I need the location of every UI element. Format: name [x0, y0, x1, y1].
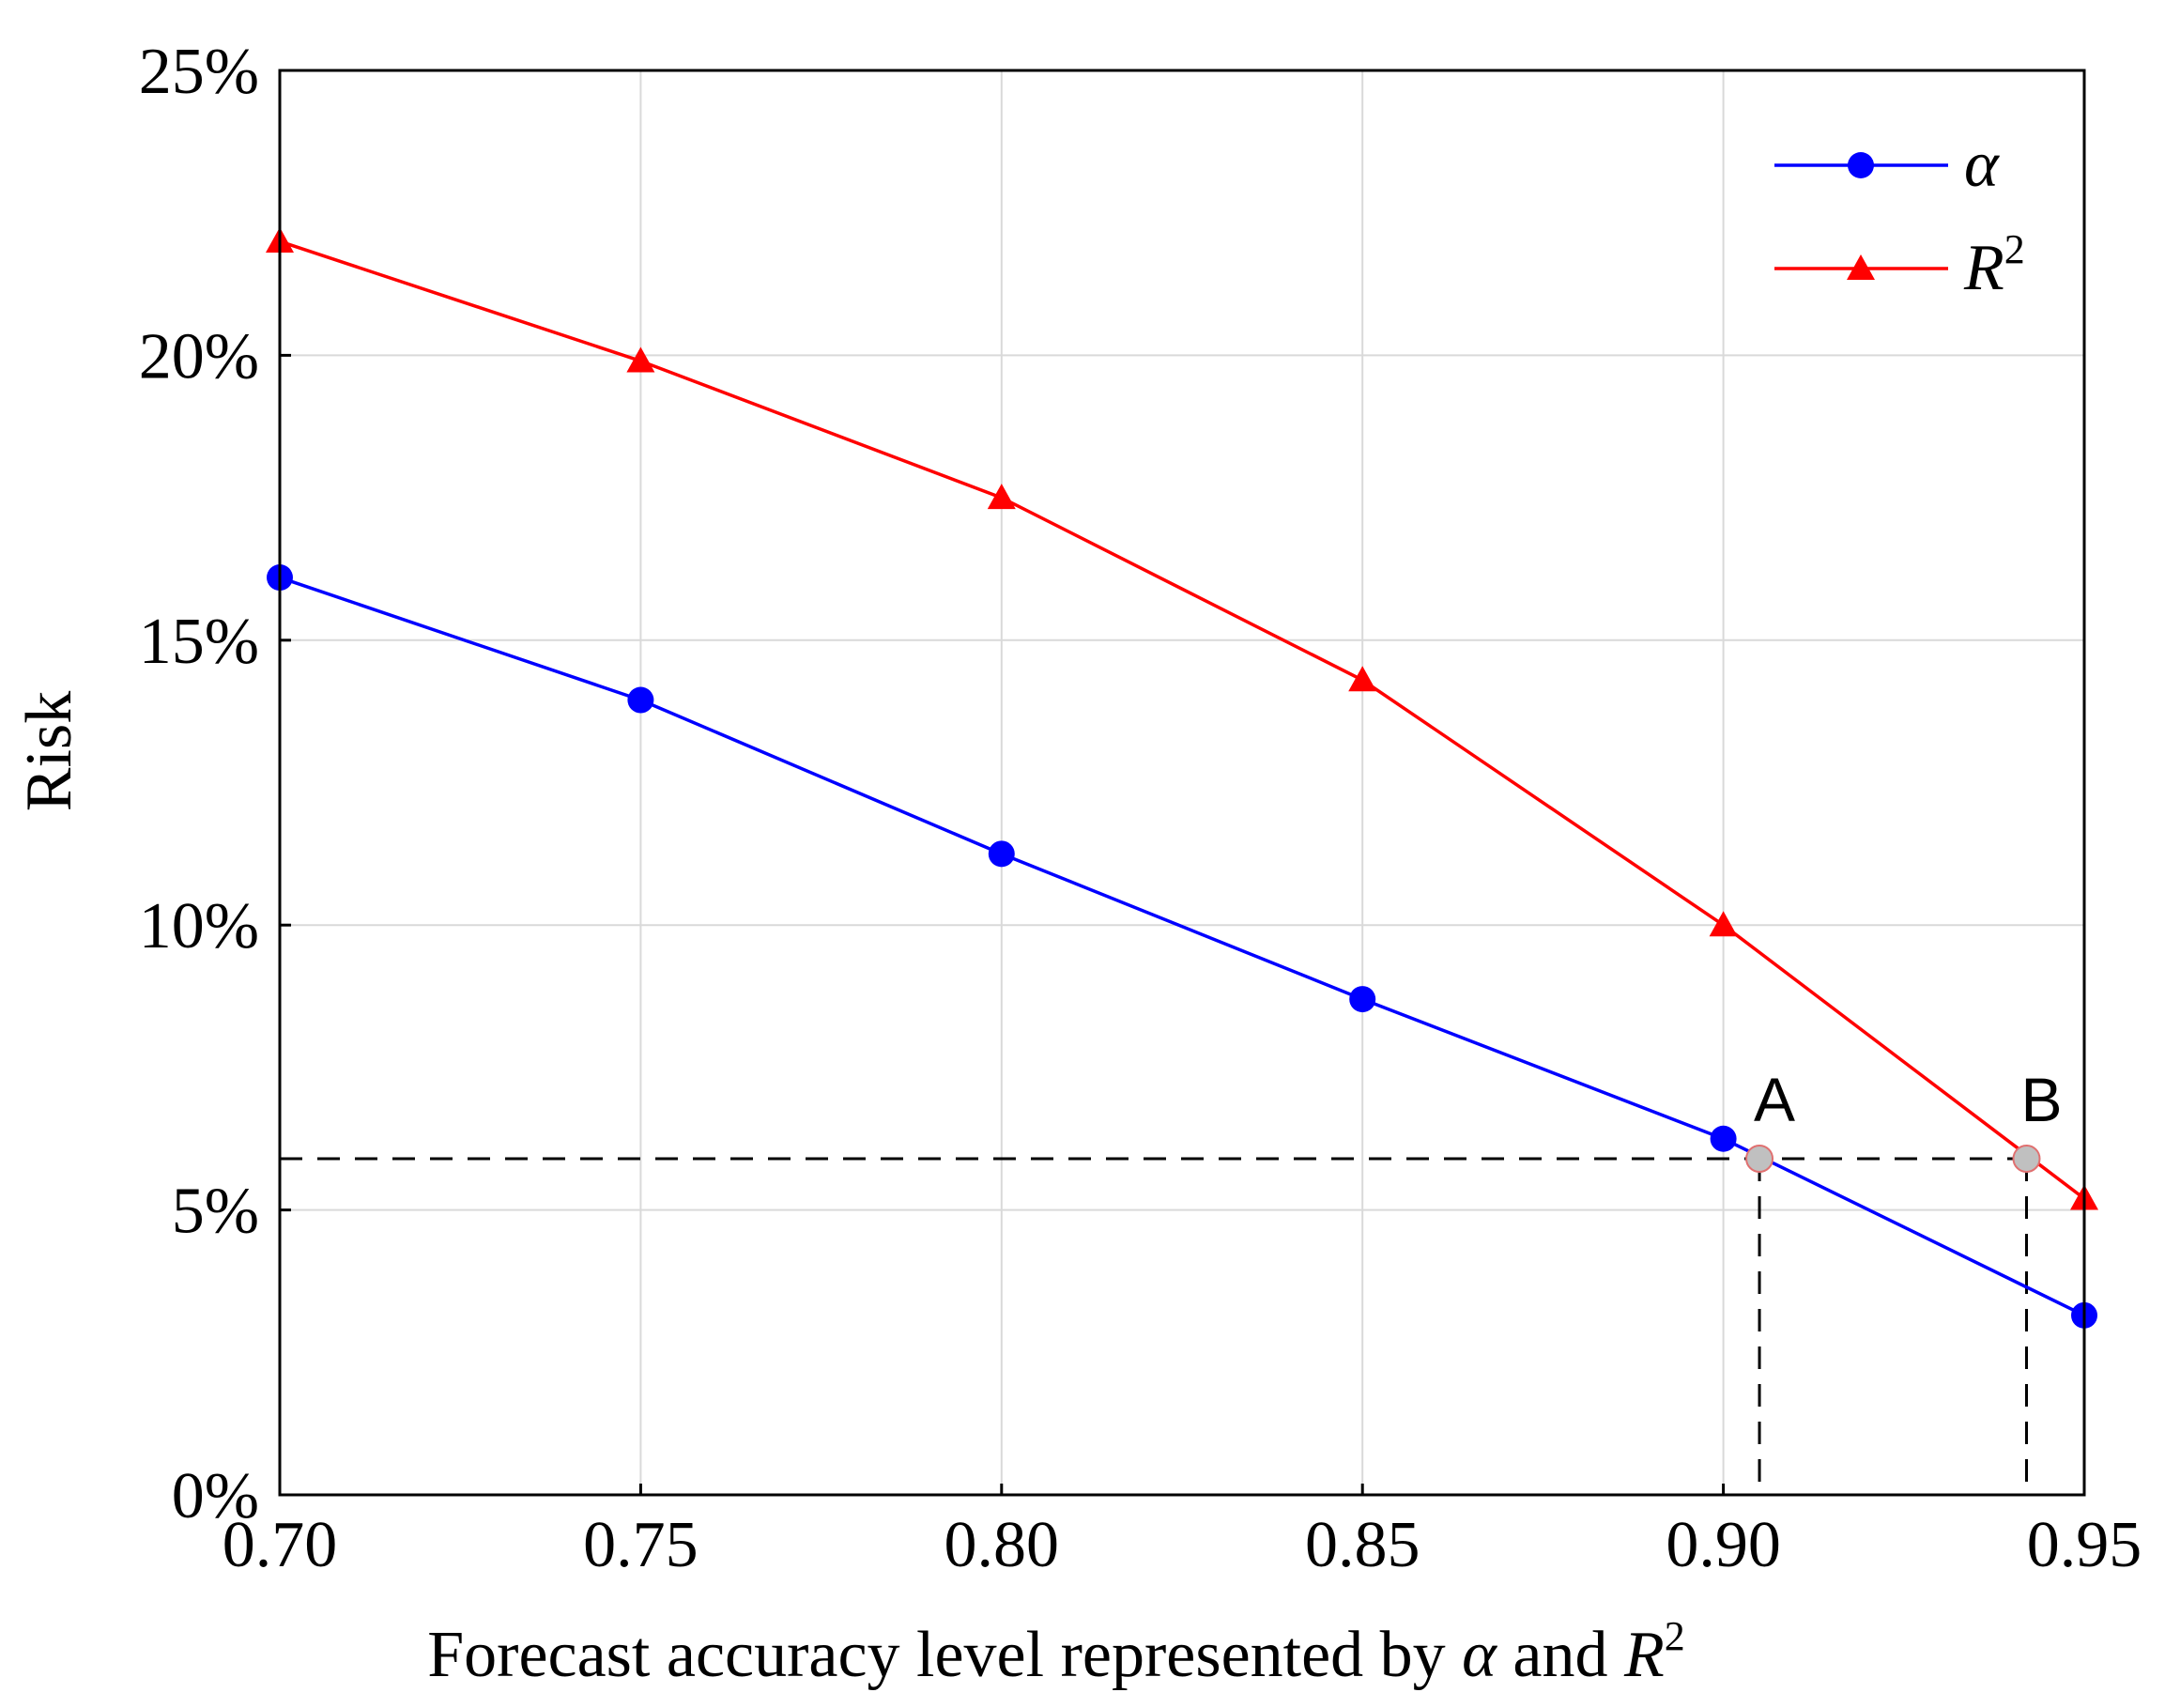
annotation-label: A: [1754, 1065, 1795, 1134]
legend: αR2: [1774, 129, 2025, 304]
x-tick-label: 0.90: [1666, 1509, 1781, 1581]
data-point-triangle: [987, 484, 1016, 510]
annotation-label: B: [2020, 1065, 2062, 1134]
y-tick-label: 25%: [139, 36, 259, 108]
y-tick-label: 15%: [139, 606, 259, 678]
y-axis-title: Risk: [13, 691, 85, 811]
data-point-circle: [988, 840, 1015, 868]
data-point-triangle: [1709, 911, 1738, 937]
axis-ticks: 0.70 0.75 0.80 0.85 0.90 0.95 0% 5% 10% 15% 20% 25%: [139, 36, 2142, 1581]
y-tick-label: 10%: [139, 890, 259, 962]
y-tick-label: 0%: [172, 1460, 259, 1532]
x-title-exponent: 2: [1665, 1613, 1685, 1659]
annotation-point: [2012, 1144, 2041, 1173]
data-point-triangle: [626, 346, 655, 373]
legend-label-base: R: [1963, 232, 2004, 304]
x-title-prefix: Forecast accuracy level represented by: [427, 1619, 1462, 1691]
legend-label-exponent: 2: [2004, 226, 2025, 272]
x-title-middle: and: [1497, 1619, 1624, 1691]
x-title-alpha: α: [1462, 1619, 1497, 1691]
x-tick-label: 0.95: [2027, 1509, 2142, 1581]
y-tick-label: 20%: [139, 320, 259, 392]
x-title-r: R: [1623, 1619, 1665, 1691]
data-point-circle: [1710, 1125, 1737, 1152]
x-axis-title: Forecast accuracy level represented by α…: [427, 1613, 1685, 1691]
annotation-point: [1745, 1144, 1774, 1173]
legend-label-base: α: [1964, 129, 2000, 201]
legend-marker-triangle: [1847, 254, 1875, 280]
x-tick-label: 0.75: [583, 1509, 699, 1581]
legend-label: α: [1964, 129, 2000, 201]
legend-marker-circle: [1848, 152, 1874, 178]
legend-label: R2: [1963, 226, 2025, 304]
data-point-circle: [627, 686, 654, 714]
x-tick-label: 0.85: [1305, 1509, 1420, 1581]
data-point-triangle: [1348, 666, 1377, 692]
data-point-circle: [1349, 986, 1376, 1013]
plot-frame: [278, 69, 2086, 1497]
series-line-2: [279, 239, 2086, 1200]
series-group: [266, 227, 2098, 1329]
grid-lines: [279, 69, 2085, 1496]
y-tick-label: 5%: [172, 1176, 259, 1248]
x-tick-label: 0.70: [223, 1509, 338, 1581]
x-tick-label: 0.80: [944, 1509, 1060, 1581]
reference-lines: [280, 1157, 2028, 1495]
series-line-1: [279, 576, 2085, 1317]
